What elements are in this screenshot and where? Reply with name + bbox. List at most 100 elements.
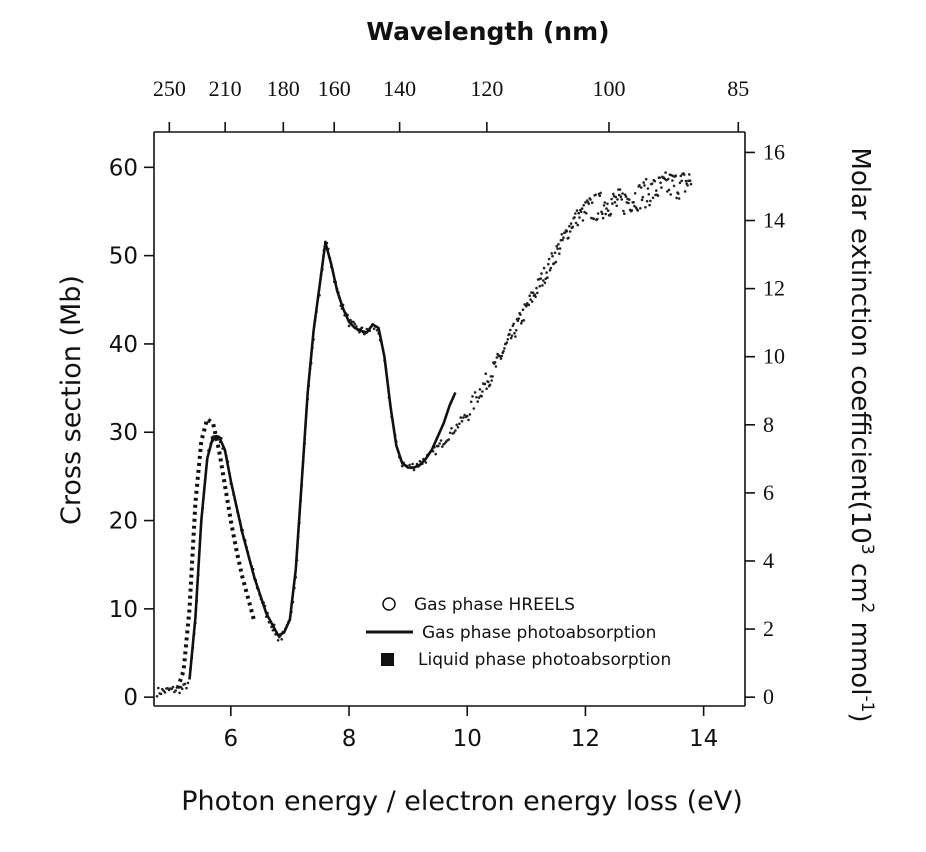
series-liquid-photoabsorption-line [175, 415, 257, 689]
hreels-point [589, 198, 592, 201]
hreels-point [645, 199, 649, 203]
hreels-point [659, 181, 662, 185]
y2-tick-label: 8 [763, 412, 774, 437]
hreels-point [688, 173, 691, 176]
hreels-point [514, 335, 517, 338]
hreels-point [568, 230, 572, 233]
hreels-point [280, 638, 284, 641]
legend-marker-liquid-photo [381, 653, 394, 666]
hreels-point [613, 201, 617, 204]
hreels-point [580, 207, 584, 210]
hreels-point [533, 293, 537, 297]
hreels-point [603, 201, 607, 204]
hreels-point [632, 201, 635, 204]
hreels-point [678, 181, 682, 185]
hreels-point [437, 444, 440, 448]
top-tick-label: 210 [209, 76, 242, 101]
hreels-point [412, 468, 416, 472]
hreels-point [672, 184, 676, 188]
y2-tick-label: 16 [763, 139, 785, 164]
hreels-point [490, 379, 494, 382]
hreels-point [174, 689, 177, 692]
hreels-point [622, 209, 625, 213]
hreels-point [674, 174, 678, 177]
legend-marker-hreels [382, 597, 396, 611]
hreels-point [623, 212, 626, 215]
y-tick-label: 10 [109, 597, 138, 623]
hreels-point [688, 179, 692, 182]
hreels-point [618, 188, 622, 191]
hreels-point [418, 459, 422, 463]
y2-title-end: mmol [845, 613, 875, 695]
legend: Gas phase HREELS Gas phase photoabsorpti… [366, 595, 671, 670]
hreels-point [568, 224, 571, 228]
hreels-point [180, 687, 184, 691]
hreels-point [553, 251, 557, 255]
hreels-point [620, 198, 623, 201]
hreels-point [538, 284, 542, 288]
hreels-point [584, 201, 587, 204]
hreels-point [541, 284, 544, 287]
hreels-point [590, 201, 594, 204]
hreels-point [606, 209, 610, 212]
legend-label-hreels: Gas phase HREELS [414, 595, 575, 615]
hreels-point [542, 266, 546, 270]
hreels-point [653, 179, 656, 183]
hreels-point [651, 196, 655, 200]
hreels-point [517, 317, 520, 320]
hreels-point [683, 190, 687, 193]
hreels-point [578, 216, 581, 219]
y2-tick-label: 14 [763, 208, 785, 233]
hreels-point [352, 320, 355, 324]
top-tick-label: 140 [383, 76, 416, 101]
hreels-point [500, 354, 504, 358]
hreels-point [677, 197, 681, 200]
hreels-point [627, 201, 630, 205]
hreels-point [598, 194, 602, 197]
hreels-point [411, 462, 414, 466]
hreels-point [560, 233, 564, 236]
hreels-point [573, 216, 576, 219]
hreels-point [458, 422, 461, 426]
hreels-point [163, 691, 167, 694]
hreels-point [547, 257, 551, 261]
y-tick-label: 20 [109, 509, 138, 535]
series-gas-photoabsorption-line [188, 241, 457, 680]
hreels-point [157, 686, 160, 690]
hreels-point [646, 187, 650, 190]
hreels-point [456, 425, 460, 429]
y2-title-sup1: 3 [857, 544, 877, 555]
hreels-point [602, 204, 606, 207]
hreels-point [454, 429, 457, 432]
hreels-point [463, 413, 466, 417]
hreels-point [554, 260, 558, 264]
hreels-point [549, 266, 553, 270]
hreels-point [170, 687, 173, 691]
hreels-point [494, 365, 498, 368]
hreels-point [614, 195, 618, 199]
x-ticks: 6 8 10 12 14 [224, 706, 718, 752]
hreels-point [556, 247, 559, 250]
y2-tick-label: 10 [763, 344, 785, 369]
hreels-point [689, 182, 693, 186]
hreels-point [675, 196, 678, 200]
hreels-point [606, 202, 609, 206]
hreels-point [604, 212, 607, 216]
hreels-point [582, 204, 585, 207]
hreels-point [621, 192, 624, 195]
hreels-point [539, 277, 542, 280]
legend-label-liquid-photo: Liquid phase photoabsorption [418, 650, 671, 670]
hreels-point [495, 356, 499, 359]
hreels-point [684, 179, 688, 183]
hreels-point [644, 206, 647, 209]
hreels-point [616, 198, 619, 201]
hreels-point [488, 383, 492, 387]
y2-title-close: ) [845, 712, 875, 722]
hreels-point [642, 181, 645, 184]
hreels-point [601, 212, 604, 215]
hreels-point [639, 186, 643, 189]
hreels-point [424, 461, 428, 464]
hreels-point [447, 438, 451, 441]
y-tick-label: 30 [109, 420, 138, 446]
hreels-point [575, 209, 579, 212]
